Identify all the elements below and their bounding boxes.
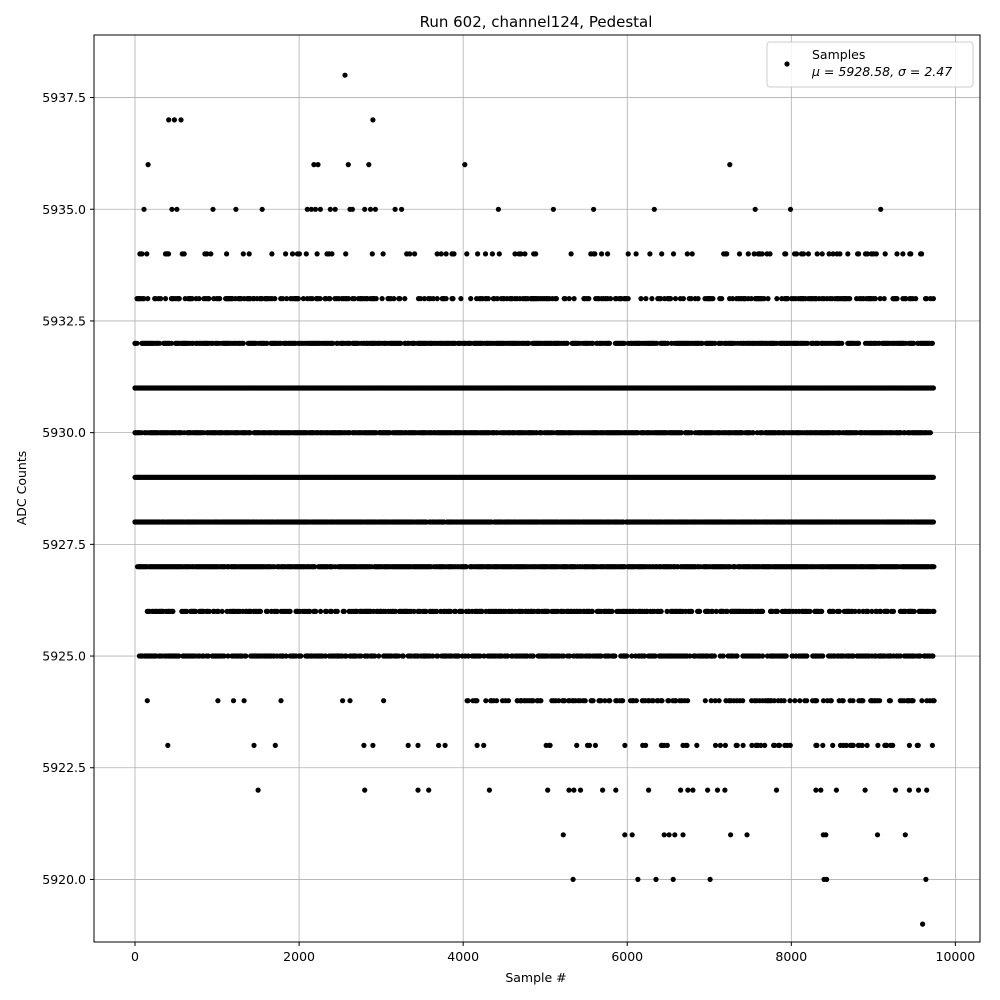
data-point [930, 653, 936, 659]
data-point [839, 340, 845, 346]
data-point [287, 608, 293, 615]
data-point [711, 653, 718, 659]
data-point [930, 519, 937, 525]
points [132, 72, 937, 927]
data-point [927, 430, 934, 436]
data-point [589, 608, 595, 615]
data-point [240, 340, 246, 346]
data-point [334, 608, 340, 615]
data-point [931, 564, 937, 570]
data-point [820, 653, 826, 659]
data-point [298, 653, 304, 659]
data-point [929, 340, 936, 346]
data-point [606, 340, 613, 346]
data-point [243, 653, 249, 659]
data-point [804, 653, 810, 659]
data-point [930, 474, 937, 480]
data-point [734, 653, 740, 659]
data-point [341, 608, 347, 615]
data-point [930, 385, 937, 391]
data-point [219, 608, 225, 615]
data-point [612, 653, 618, 659]
data-point [376, 653, 382, 659]
data-point [170, 608, 176, 615]
chart-title: Run 602, channel124, Pedestal [420, 13, 653, 31]
data-point [783, 653, 789, 659]
data-point [720, 653, 726, 659]
data-point [400, 653, 406, 659]
data-point [564, 340, 570, 346]
grid [94, 35, 980, 942]
data-point [530, 653, 536, 659]
data-point [313, 608, 319, 615]
data-point [318, 608, 324, 615]
data-point [624, 653, 630, 659]
data-point [760, 653, 766, 659]
data-point [856, 340, 862, 346]
data-point [257, 608, 264, 615]
